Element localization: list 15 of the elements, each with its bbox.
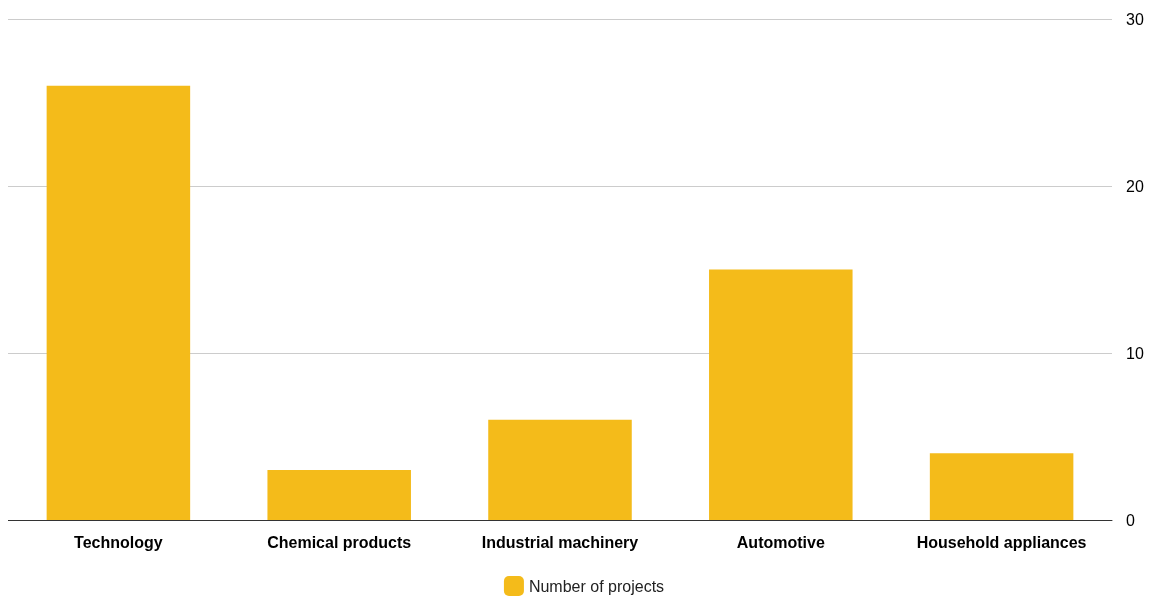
x-tick-label: Industrial machinery	[481, 533, 639, 551]
legend-label: Number of projects	[528, 577, 665, 595]
x-tick-label: Chemical products	[267, 533, 412, 551]
bar	[267, 469, 411, 520]
bar	[709, 269, 853, 520]
y-tick-label: 30	[1126, 10, 1144, 28]
bar	[46, 85, 191, 520]
y-tick-label: 10	[1126, 344, 1144, 362]
y-tick-label: 0	[1126, 511, 1135, 529]
bar	[488, 419, 632, 520]
bar	[929, 453, 1074, 520]
x-tick-label: Household appliances	[916, 533, 1087, 551]
x-tick-label: Automotive	[736, 533, 825, 551]
y-tick-label: 20	[1126, 177, 1144, 195]
x-tick-label: Technology	[74, 533, 163, 551]
